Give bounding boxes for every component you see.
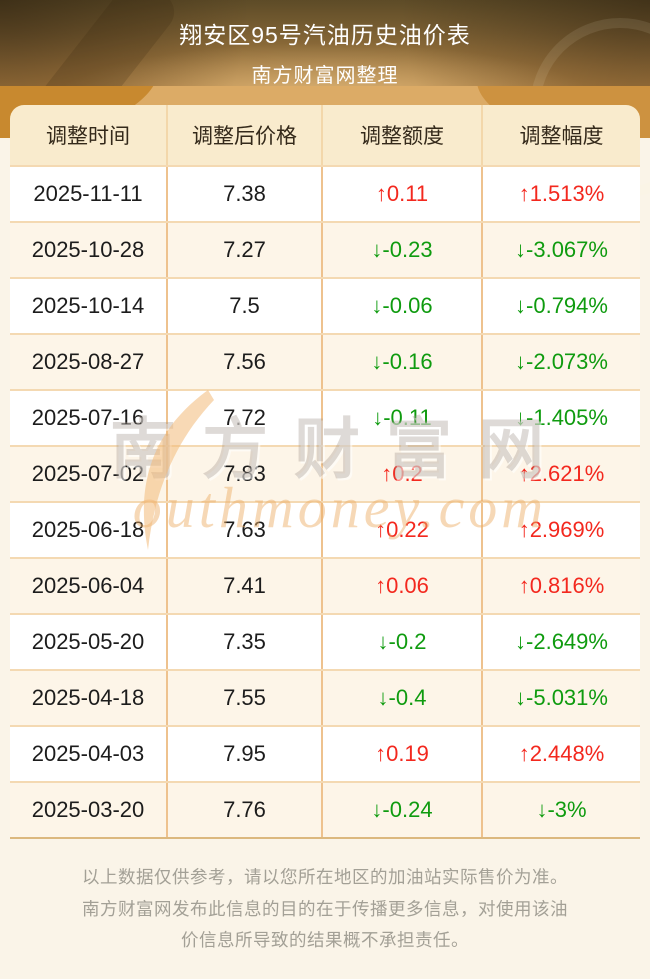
cell-date: 2025-03-20 [10,783,168,837]
cell-change: ↓-0.24 [323,783,483,837]
cell-change: ↑0.19 [323,727,483,781]
table-row: 2025-10-28 7.27 ↓-0.23 ↓-3.067% [10,221,640,277]
cell-price: 7.56 [168,335,323,389]
cell-date: 2025-06-04 [10,559,168,613]
cell-change: ↑0.2 [323,447,483,501]
cell-date: 2025-10-14 [10,279,168,333]
cell-change: ↑0.11 [323,167,483,221]
cell-percent: ↑1.513% [518,181,605,206]
table-row: 2025-10-14 7.5 ↓-0.06 ↓-0.794% [10,277,640,333]
cell-price: 7.63 [168,503,323,557]
cell-percent: ↑2.621% [518,461,605,486]
table-row: 2025-06-18 7.63 ↑0.22 ↑2.969% [10,501,640,557]
cell-date: 2025-07-16 [10,391,168,445]
table-row: 2025-04-18 7.55 ↓-0.4 ↓-5.031% [10,669,640,725]
cell-percent: ↓-2.073% [515,349,608,374]
cell-date: 2025-05-20 [10,615,168,669]
table-body: 2025-11-11 7.38 ↑0.11 ↑1.513% 2025-10-28… [10,165,640,837]
cell-percent: ↓-3% [536,797,587,822]
cell-percent: ↓-3.067% [515,237,608,262]
cell-date: 2025-10-28 [10,223,168,277]
cell-percent: ↑0.816% [518,573,605,598]
table-row: 2025-03-20 7.76 ↓-0.24 ↓-3% [10,781,640,837]
cell-date: 2025-06-18 [10,503,168,557]
column-header-price: 调整后价格 [168,105,323,165]
cell-price: 7.5 [168,279,323,333]
cell-percent: ↑2.969% [518,517,605,542]
cell-change: ↑0.22 [323,503,483,557]
banner-header: 翔安区95号汽油历史油价表 南方财富网整理 [0,0,650,198]
column-header-percent: 调整幅度 [519,125,604,148]
cell-price: 7.83 [168,447,323,501]
cell-date: 2025-08-27 [10,335,168,389]
cell-price: 7.55 [168,671,323,725]
table-row: 2025-07-16 7.72 ↓-0.11 ↓-1.405% [10,389,640,445]
table-row: 2025-06-04 7.41 ↑0.06 ↑0.816% [10,557,640,613]
cell-percent: ↓-5.031% [515,685,608,710]
page-subtitle: 南方财富网整理 [251,65,399,87]
cell-price: 7.76 [168,783,323,837]
disclaimer-text: 以上数据仅供参考，请以您所在地区的加油站实际售价为准。南方财富网发布此信息的目的… [82,867,568,950]
column-header-change: 调整额度 [323,105,483,165]
cell-change: ↓-0.2 [323,615,483,669]
cell-percent: ↓-2.649% [515,629,608,654]
cell-date: 2025-11-11 [10,167,168,221]
cell-change: ↓-0.4 [323,671,483,725]
table-row: 2025-07-02 7.83 ↑0.2 ↑2.621% [10,445,640,501]
cell-date: 2025-07-02 [10,447,168,501]
cell-price: 7.95 [168,727,323,781]
price-history-table: 调整时间 调整后价格 调整额度 调整幅度 2025-11-11 7.38 ↑0.… [10,105,640,839]
cell-change: ↑0.06 [323,559,483,613]
cell-change: ↓-0.23 [323,223,483,277]
cell-change: ↓-0.16 [323,335,483,389]
cell-price: 7.41 [168,559,323,613]
cell-date: 2025-04-18 [10,671,168,725]
cell-date: 2025-04-03 [10,727,168,781]
cell-price: 7.38 [168,167,323,221]
table-header-row: 调整时间 调整后价格 调整额度 调整幅度 [10,105,640,165]
cell-change: ↓-0.11 [323,391,483,445]
table-row: 2025-05-20 7.35 ↓-0.2 ↓-2.649% [10,613,640,669]
column-header-date: 调整时间 [10,105,168,165]
cell-price: 7.27 [168,223,323,277]
cell-price: 7.35 [168,615,323,669]
table-row: 2025-04-03 7.95 ↑0.19 ↑2.448% [10,725,640,781]
table-row: 2025-08-27 7.56 ↓-0.16 ↓-2.073% [10,333,640,389]
cell-percent: ↓-1.405% [515,405,608,430]
cell-price: 7.72 [168,391,323,445]
table-row: 2025-11-11 7.38 ↑0.11 ↑1.513% [10,165,640,221]
cell-percent: ↑2.448% [518,741,605,766]
cell-change: ↓-0.06 [323,279,483,333]
page-title: 翔安区95号汽油历史油价表 [179,22,471,48]
cell-percent: ↓-0.794% [515,293,608,318]
